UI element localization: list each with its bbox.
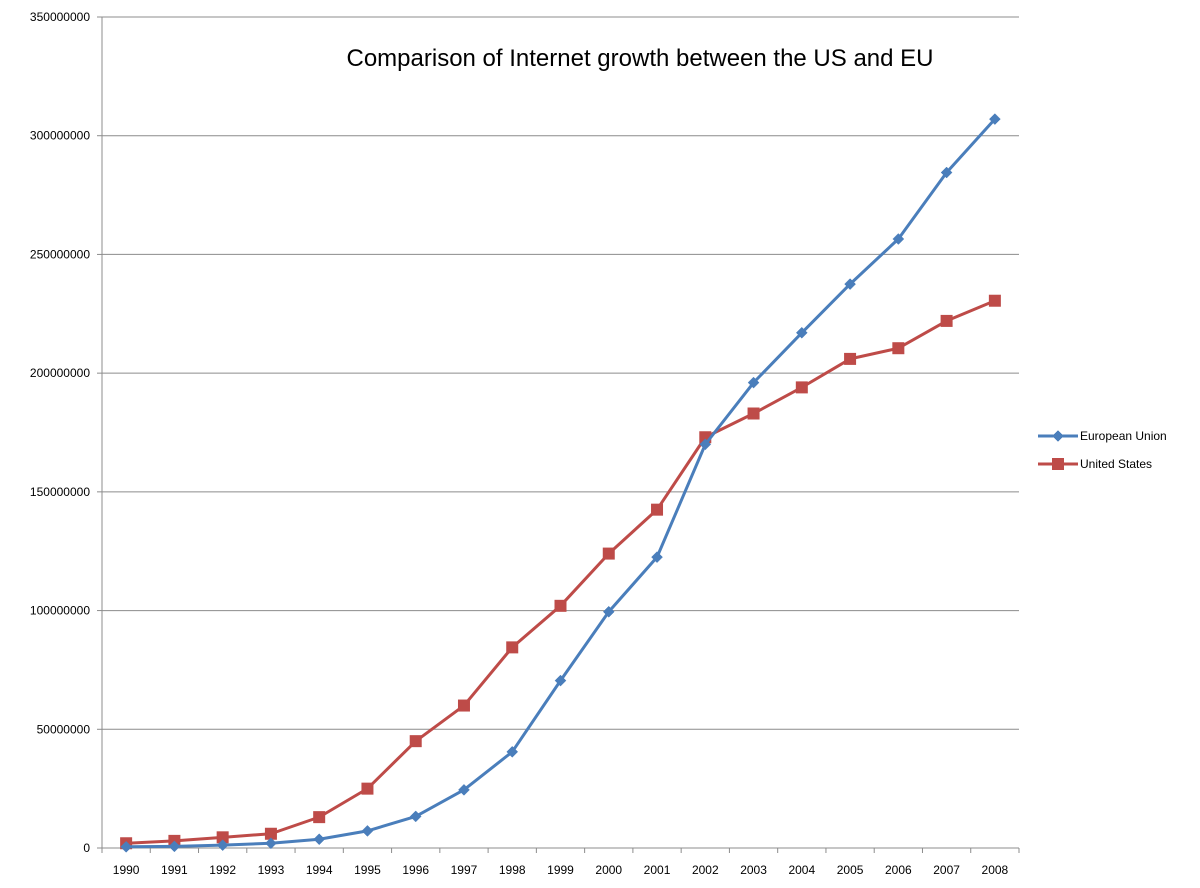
data-point bbox=[216, 839, 229, 852]
data-point bbox=[409, 810, 422, 823]
legend-item: United States bbox=[1038, 457, 1152, 471]
data-point bbox=[602, 605, 615, 618]
data-point bbox=[795, 381, 808, 394]
data-point bbox=[940, 166, 953, 179]
data-point bbox=[747, 407, 760, 420]
gridlines bbox=[102, 16, 1019, 730]
data-point bbox=[989, 113, 1001, 125]
data-point bbox=[554, 674, 567, 687]
x-tick-label: 1995 bbox=[354, 863, 381, 877]
x-tick-label: 1994 bbox=[306, 863, 333, 877]
x-tick-label: 1990 bbox=[113, 863, 140, 877]
y-tick-labels: 0 50000000 100000000 150000000 200000000 2500… bbox=[30, 10, 90, 855]
data-point bbox=[506, 641, 519, 654]
series-european-union bbox=[120, 113, 1001, 853]
y-tick-label: 0 bbox=[83, 841, 90, 855]
x-tick-label: 1996 bbox=[402, 863, 429, 877]
data-point bbox=[361, 825, 374, 837]
data-point bbox=[264, 827, 277, 840]
x-tick-label: 2007 bbox=[933, 863, 960, 877]
x-tick-label: 2003 bbox=[740, 863, 767, 877]
data-point bbox=[651, 503, 664, 516]
data-point bbox=[554, 599, 567, 612]
x-tick-label: 1991 bbox=[161, 863, 188, 877]
x-tick-label: 2005 bbox=[837, 863, 864, 877]
y-tick-label: 250000000 bbox=[30, 247, 90, 261]
x-tick-label: 1999 bbox=[547, 863, 574, 877]
x-tick-label: 1993 bbox=[258, 863, 285, 877]
series-line bbox=[124, 117, 997, 849]
y-tick-label: 300000000 bbox=[30, 129, 90, 143]
x-tick-label: 1998 bbox=[499, 863, 526, 877]
y-tick-label: 50000000 bbox=[37, 722, 91, 736]
data-point bbox=[265, 837, 277, 850]
legend-item: European Union bbox=[1038, 429, 1167, 443]
y-tick-label: 350000000 bbox=[30, 10, 90, 24]
x-tick-label: 2006 bbox=[885, 863, 912, 877]
data-point bbox=[699, 438, 712, 451]
data-point bbox=[361, 782, 374, 795]
data-point bbox=[747, 376, 760, 389]
data-point bbox=[892, 342, 905, 355]
x-tick-label: 2000 bbox=[595, 863, 622, 877]
axes bbox=[97, 16, 1020, 853]
data-point bbox=[892, 233, 905, 245]
x-tick-label: 1997 bbox=[451, 863, 478, 877]
x-tick-label: 2008 bbox=[982, 863, 1009, 877]
series-line bbox=[124, 299, 997, 845]
data-point bbox=[602, 547, 615, 560]
data-point bbox=[844, 278, 856, 290]
data-point bbox=[458, 783, 470, 796]
data-point bbox=[795, 326, 808, 339]
x-tick-labels: 1990 1991 1992 1993 1994 1995 1996 1997 1998 1999… bbox=[113, 863, 1009, 877]
data-point bbox=[313, 811, 326, 824]
legend-swatch-marker bbox=[1052, 430, 1064, 442]
y-tick-label: 150000000 bbox=[30, 485, 90, 499]
data-point bbox=[120, 840, 132, 853]
x-tick-label: 2002 bbox=[692, 863, 719, 877]
series bbox=[120, 113, 1001, 853]
data-point bbox=[168, 840, 181, 853]
data-point bbox=[313, 833, 326, 846]
data-point bbox=[844, 352, 857, 365]
x-tick-label: 2004 bbox=[788, 863, 815, 877]
data-point bbox=[216, 831, 229, 844]
data-point bbox=[940, 314, 953, 327]
chart-title: Comparison of Internet growth between th… bbox=[347, 45, 934, 72]
x-tick-label: 1992 bbox=[209, 863, 236, 877]
data-point bbox=[457, 699, 470, 712]
series-united-states bbox=[120, 294, 1001, 850]
legend-label: United States bbox=[1080, 457, 1152, 471]
y-tick-label: 100000000 bbox=[30, 604, 90, 618]
data-point bbox=[988, 294, 1001, 307]
data-point bbox=[409, 735, 422, 748]
x-tick-label: 2001 bbox=[644, 863, 671, 877]
legend: European Union United States bbox=[1038, 429, 1167, 471]
legend-label: European Union bbox=[1080, 429, 1167, 443]
legend-swatch-marker bbox=[1052, 458, 1064, 470]
y-tick-label: 200000000 bbox=[30, 366, 90, 380]
data-point bbox=[651, 551, 663, 564]
data-point bbox=[506, 745, 519, 758]
